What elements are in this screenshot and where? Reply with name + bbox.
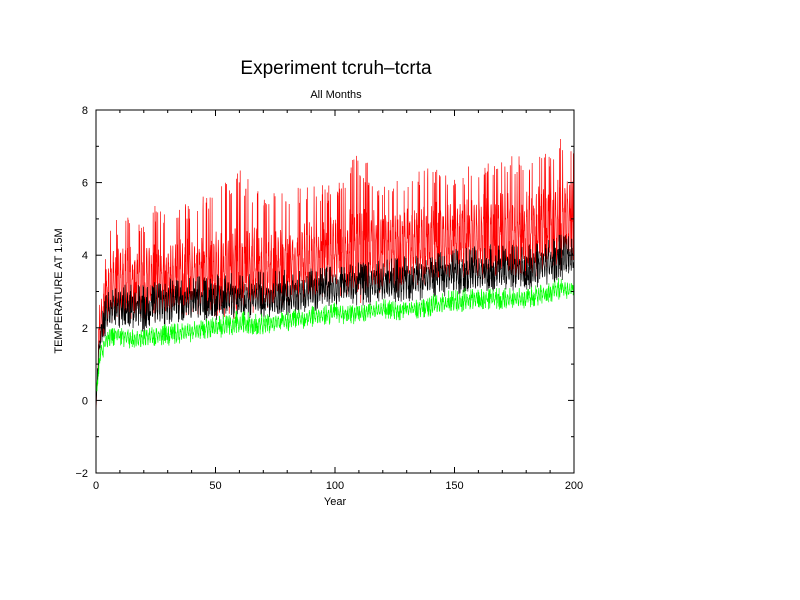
x-axis-label: Year	[324, 496, 347, 508]
x-tick-label: 50	[209, 480, 221, 492]
chart-subtitle: All Months	[310, 89, 362, 101]
chart-title: Experiment tcruh–tcrta	[240, 58, 432, 79]
series-line-3	[95, 278, 575, 404]
y-axis-label: TEMPERATURE AT 1.5M	[53, 228, 65, 353]
x-tick-label: 0	[93, 480, 99, 492]
ticks-layer: 0 50 100 150 200 −2 0 2 4 6 8	[75, 105, 583, 492]
series-line-1	[95, 138, 575, 420]
series-line-2	[95, 234, 575, 412]
series-layer	[95, 138, 575, 420]
y-tick-label: 2	[82, 323, 88, 335]
y-tick-label: −2	[75, 468, 88, 480]
y-tick-label: 8	[82, 105, 88, 117]
x-tick-label: 150	[445, 480, 463, 492]
x-tick-label: 100	[326, 480, 344, 492]
x-tick-label: 200	[565, 480, 583, 492]
y-tick-label: 6	[82, 178, 88, 190]
y-tick-label: 0	[82, 395, 88, 407]
y-tick-label: 4	[82, 250, 88, 262]
